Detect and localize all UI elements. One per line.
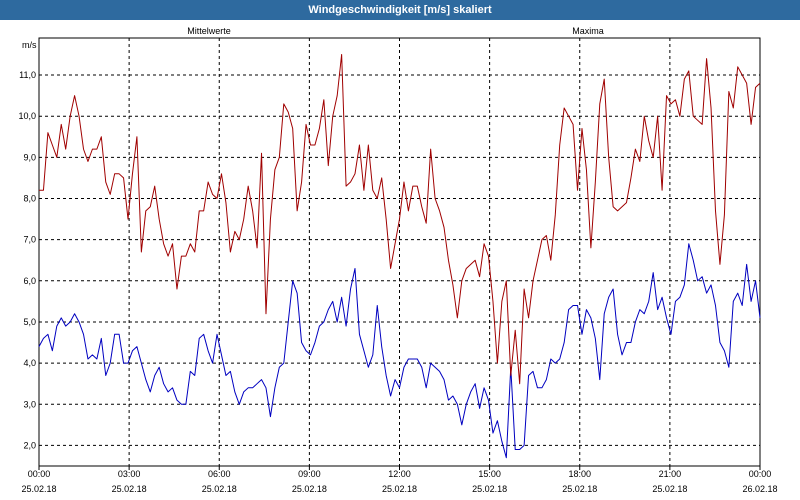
- x-tick-date: 25.02.18: [112, 484, 147, 494]
- x-tick-time: 00:00: [28, 469, 51, 479]
- y-tick-label: 6,0: [23, 276, 36, 286]
- series-group: [38, 53, 761, 459]
- y-tick-label: 7,0: [23, 235, 36, 245]
- legend-mittelwerte: Mittelwerte: [187, 26, 231, 36]
- legend-maxima: Maxima: [572, 26, 604, 36]
- x-tick-time: 06:00: [208, 469, 231, 479]
- x-axis: 00:00 25.02.18 03:00 25.02.18 06:00 25.02.18 0…: [21, 466, 778, 494]
- x-tick-time: 15:00: [478, 469, 501, 479]
- x-tick-time: 18:00: [568, 469, 591, 479]
- y-tick-label: 9,0: [23, 152, 36, 162]
- y-tick-label: 10,0: [18, 111, 36, 121]
- x-tick-time: 03:00: [118, 469, 141, 479]
- x-tick-time: 00:00: [749, 469, 772, 479]
- y-tick-label: 2,0: [23, 440, 36, 450]
- x-tick-time: 12:00: [388, 469, 411, 479]
- grid: [39, 38, 760, 466]
- chart-area: 2,0 3,0 4,0 5,0 6,0 7,0 8,0 9,0 10,0 11,0 00:00 25…: [18, 26, 778, 494]
- x-tick-date: 25.02.18: [382, 484, 417, 494]
- x-tick-date: 25.02.18: [472, 484, 507, 494]
- x-tick-date: 25.02.18: [562, 484, 597, 494]
- series-line-mittelwerte: [38, 243, 761, 459]
- y-axis-label: m/s: [22, 40, 37, 50]
- series-line-maxima: [39, 53, 761, 385]
- x-tick-date: 26.02.18: [742, 484, 777, 494]
- x-tick-time: 21:00: [659, 469, 682, 479]
- chart-title: Windgeschwindigkeit [m/s] skaliert: [0, 0, 800, 20]
- y-tick-label: 5,0: [23, 317, 36, 327]
- x-tick-date: 25.02.18: [21, 484, 56, 494]
- x-tick-date: 25.02.18: [292, 484, 327, 494]
- x-tick-date: 25.02.18: [202, 484, 237, 494]
- y-axis: 2,0 3,0 4,0 5,0 6,0 7,0 8,0 9,0 10,0 11,0: [18, 70, 36, 450]
- y-tick-label: 11,0: [19, 70, 36, 80]
- x-tick-time: 09:00: [298, 469, 321, 479]
- y-tick-label: 8,0: [23, 194, 36, 204]
- y-tick-label: 3,0: [23, 399, 36, 409]
- plot-frame: [38, 37, 761, 467]
- y-tick-label: 4,0: [23, 358, 36, 368]
- x-tick-date: 25.02.18: [652, 484, 687, 494]
